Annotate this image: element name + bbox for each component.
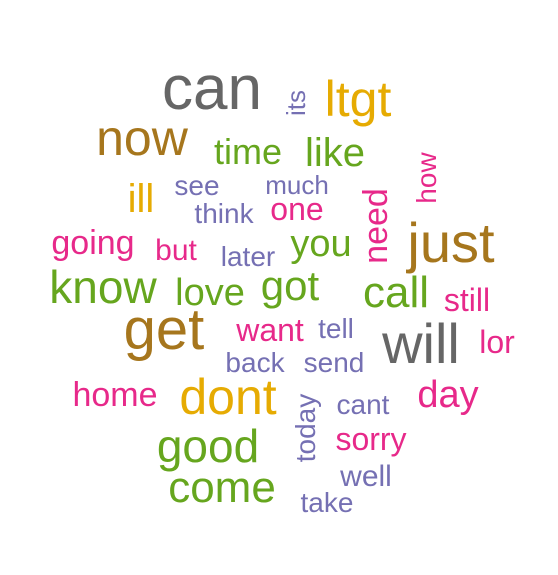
word-today: today [290,394,321,463]
word-home: home [72,376,157,414]
word-come: come [168,463,276,512]
word-later: later [221,241,275,272]
word-get: get [124,297,205,362]
word-but: but [155,234,197,267]
word-lor: lor [479,324,515,360]
word-see: see [174,170,219,201]
word-dont: dont [179,369,276,425]
word-love: love [175,272,245,314]
word-much: much [265,170,329,200]
word-call: call [363,268,429,317]
word-one: one [270,191,323,227]
word-you: you [290,223,351,265]
word-just: just [405,211,495,274]
word-back: back [225,347,285,378]
word-got: got [261,262,320,309]
word-need: need [357,188,395,264]
word-can: can [162,54,262,123]
word-will: will [381,312,460,375]
word-ltgt: ltgt [325,71,392,127]
word-think: think [194,198,254,229]
word-day: day [417,374,478,416]
word-like: like [305,131,365,175]
word-now: now [96,110,189,166]
word-ill: ill [128,177,155,221]
word-going: going [51,224,134,262]
word-take: take [301,487,354,518]
word-tell: tell [318,313,354,344]
word-send: send [304,347,365,378]
word-cant: cant [337,389,390,420]
word-well: well [339,460,392,493]
word-sorry: sorry [335,421,406,457]
word-group: can its ltgt now time like ill see much how think o… [49,54,515,518]
word-still: still [444,282,490,318]
word-its: its [281,90,311,116]
word-how: how [411,152,442,204]
word-know: know [49,261,157,313]
word-good: good [157,420,259,472]
word-time: time [214,131,282,172]
word-want: want [235,312,304,348]
